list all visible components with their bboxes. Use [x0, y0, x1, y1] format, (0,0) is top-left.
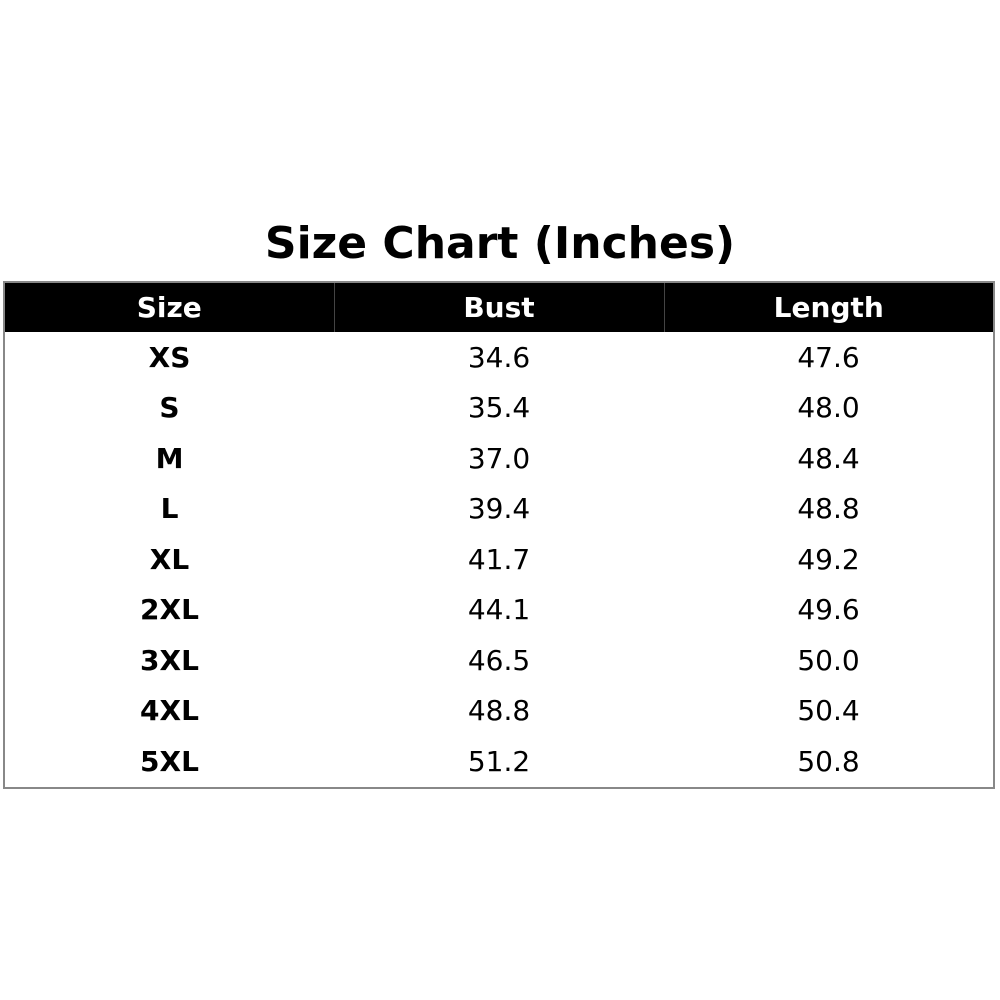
- size-table: Size Bust Length XS 34.6 47.6 S 35.4 48.0 M 37.0 4…: [3, 281, 995, 789]
- value-cell: 44.1: [467, 593, 531, 627]
- size-cell: M: [155, 441, 184, 475]
- value-cell: 50.0: [797, 643, 860, 677]
- value-cell: 41.7: [467, 542, 531, 576]
- table-row: XL 41.7 49.2: [4, 534, 994, 585]
- value-cell: 48.8: [467, 694, 531, 728]
- value-cell: 34.6: [467, 340, 531, 374]
- header-cell: Bust: [333, 282, 664, 332]
- table-row: S 35.4 48.0: [4, 383, 994, 434]
- size-cell: 4XL: [140, 694, 199, 728]
- value-cell: 48.8: [797, 492, 860, 526]
- size-cell: 5XL: [140, 744, 199, 778]
- value-cell: 48.4: [797, 441, 860, 475]
- value-cell: 50.4: [797, 694, 860, 728]
- value-cell: 49.2: [797, 542, 860, 576]
- value-cell: 51.2: [467, 744, 531, 778]
- size-cell: 2XL: [140, 593, 199, 627]
- value-cell: 50.8: [797, 744, 860, 778]
- table-header: Size Bust Length: [4, 282, 994, 332]
- table-row: 4XL 48.8 50.4: [4, 686, 994, 737]
- header-row: Size Bust Length: [4, 282, 994, 332]
- table-row: 2XL 44.1 49.6: [4, 585, 994, 636]
- value-cell: 39.4: [467, 492, 531, 526]
- title: Size Chart (Inches): [264, 218, 736, 269]
- value-cell: 35.4: [467, 391, 531, 425]
- value-cell: 47.6: [797, 340, 860, 374]
- size-cell: S: [159, 391, 180, 425]
- table-row: M 37.0 48.4: [4, 433, 994, 484]
- size-cell: XL: [149, 542, 190, 576]
- value-cell: 48.0: [797, 391, 860, 425]
- size-cell: 3XL: [140, 643, 199, 677]
- table-row: L 39.4 48.8: [4, 484, 994, 535]
- value-cell: 46.5: [467, 643, 531, 677]
- table-row: 5XL 51.2 50.8: [4, 736, 994, 788]
- table-row: 3XL 46.5 50.0: [4, 635, 994, 686]
- value-cell: 49.6: [797, 593, 860, 627]
- table-body: XS 34.6 47.6 S 35.4 48.0 M 37.0 48.4 L 39.4 48.8 XL 4…: [4, 332, 994, 788]
- size-cell: L: [160, 492, 179, 526]
- header-cell: Length: [663, 282, 994, 332]
- value-cell: 37.0: [467, 441, 531, 475]
- header-cell: Size: [4, 282, 334, 332]
- table-row: XS 34.6 47.6: [4, 332, 994, 383]
- size-cell: XS: [148, 340, 191, 374]
